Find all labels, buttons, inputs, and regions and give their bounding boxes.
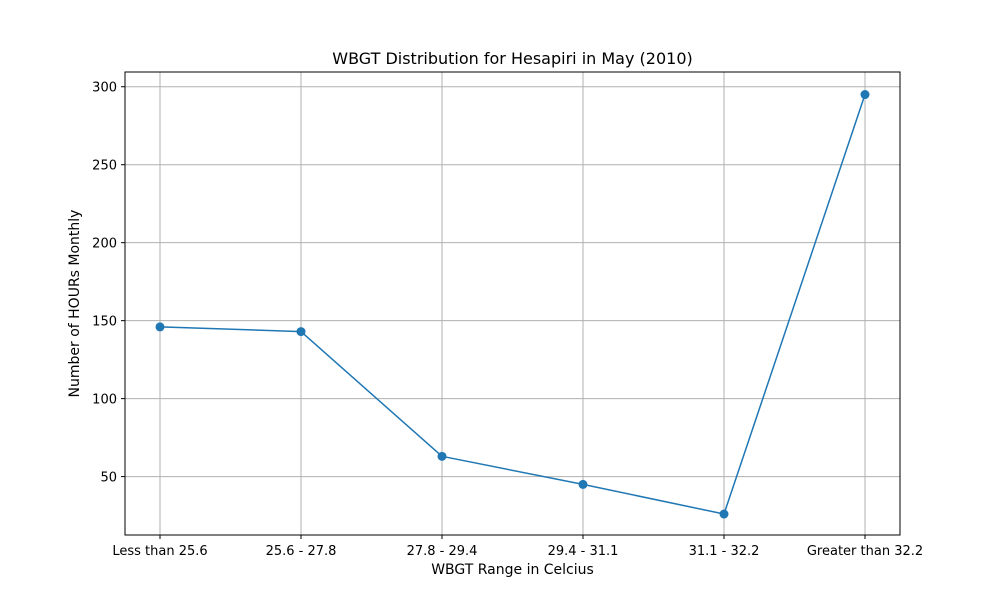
data-point [719, 509, 729, 519]
y-tick-label: 100 [92, 393, 117, 408]
x-tick-label: 27.8 - 29.4 [407, 544, 478, 559]
y-axis-label: Number of HOURs Monthly [67, 210, 83, 398]
grid [125, 72, 900, 535]
data-point [437, 451, 447, 461]
y-tick-label: 250 [92, 159, 117, 174]
x-axis-label: WBGT Range in Celcius [431, 562, 594, 578]
y-tick-label: 300 [92, 81, 117, 96]
x-tick-label: 29.4 - 31.1 [548, 544, 619, 559]
series-layer [155, 90, 870, 519]
y-tick-label: 50 [100, 471, 117, 486]
x-tick-label: Greater than 32.2 [807, 544, 923, 559]
x-tick-label: 31.1 - 32.2 [689, 544, 760, 559]
x-tick-label: Less than 25.6 [112, 544, 207, 559]
y-axis: 50 100 150 200 250 300 [92, 81, 125, 486]
y-tick-label: 200 [92, 237, 117, 252]
data-point [296, 327, 306, 337]
data-point [155, 322, 165, 332]
plot-frame [124, 71, 901, 536]
data-point [860, 90, 870, 100]
chart-title: WBGT Distribution for Hesapiri in May (2… [332, 49, 692, 68]
x-tick-label: 25.6 - 27.8 [266, 544, 337, 559]
x-axis: Less than 25.6 25.6 - 27.8 27.8 - 29.4 29.4… [112, 535, 923, 559]
series-line [159, 93, 866, 515]
data-point [578, 479, 588, 489]
y-tick-label: 150 [92, 315, 117, 330]
